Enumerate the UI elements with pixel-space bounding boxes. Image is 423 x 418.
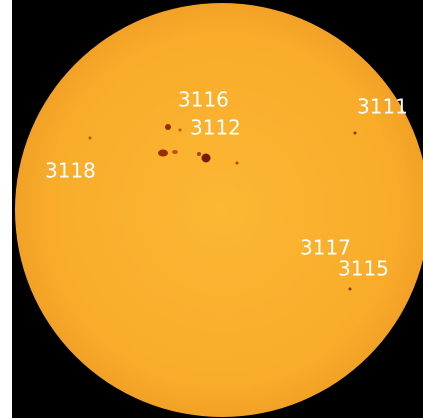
region-label: 3117: [300, 236, 351, 260]
sunspot: [158, 149, 168, 157]
sunspot: [172, 150, 178, 154]
sunspot: [201, 153, 211, 163]
region-label: 3116: [178, 88, 229, 112]
region-label: 3112: [190, 116, 241, 140]
sunspot: [348, 287, 352, 291]
sunspot: [235, 161, 239, 165]
sun-disk: [15, 3, 423, 417]
left-margin: [0, 0, 12, 418]
sunspots: [88, 124, 357, 291]
sunspot: [178, 128, 182, 132]
sunspot: [165, 124, 171, 130]
region-label: 3115: [338, 257, 389, 281]
region-label: 3111: [357, 95, 408, 119]
sunspot: [88, 136, 92, 140]
sunspot: [197, 152, 201, 156]
sunspot: [353, 131, 357, 135]
region-label: 3118: [45, 159, 96, 183]
